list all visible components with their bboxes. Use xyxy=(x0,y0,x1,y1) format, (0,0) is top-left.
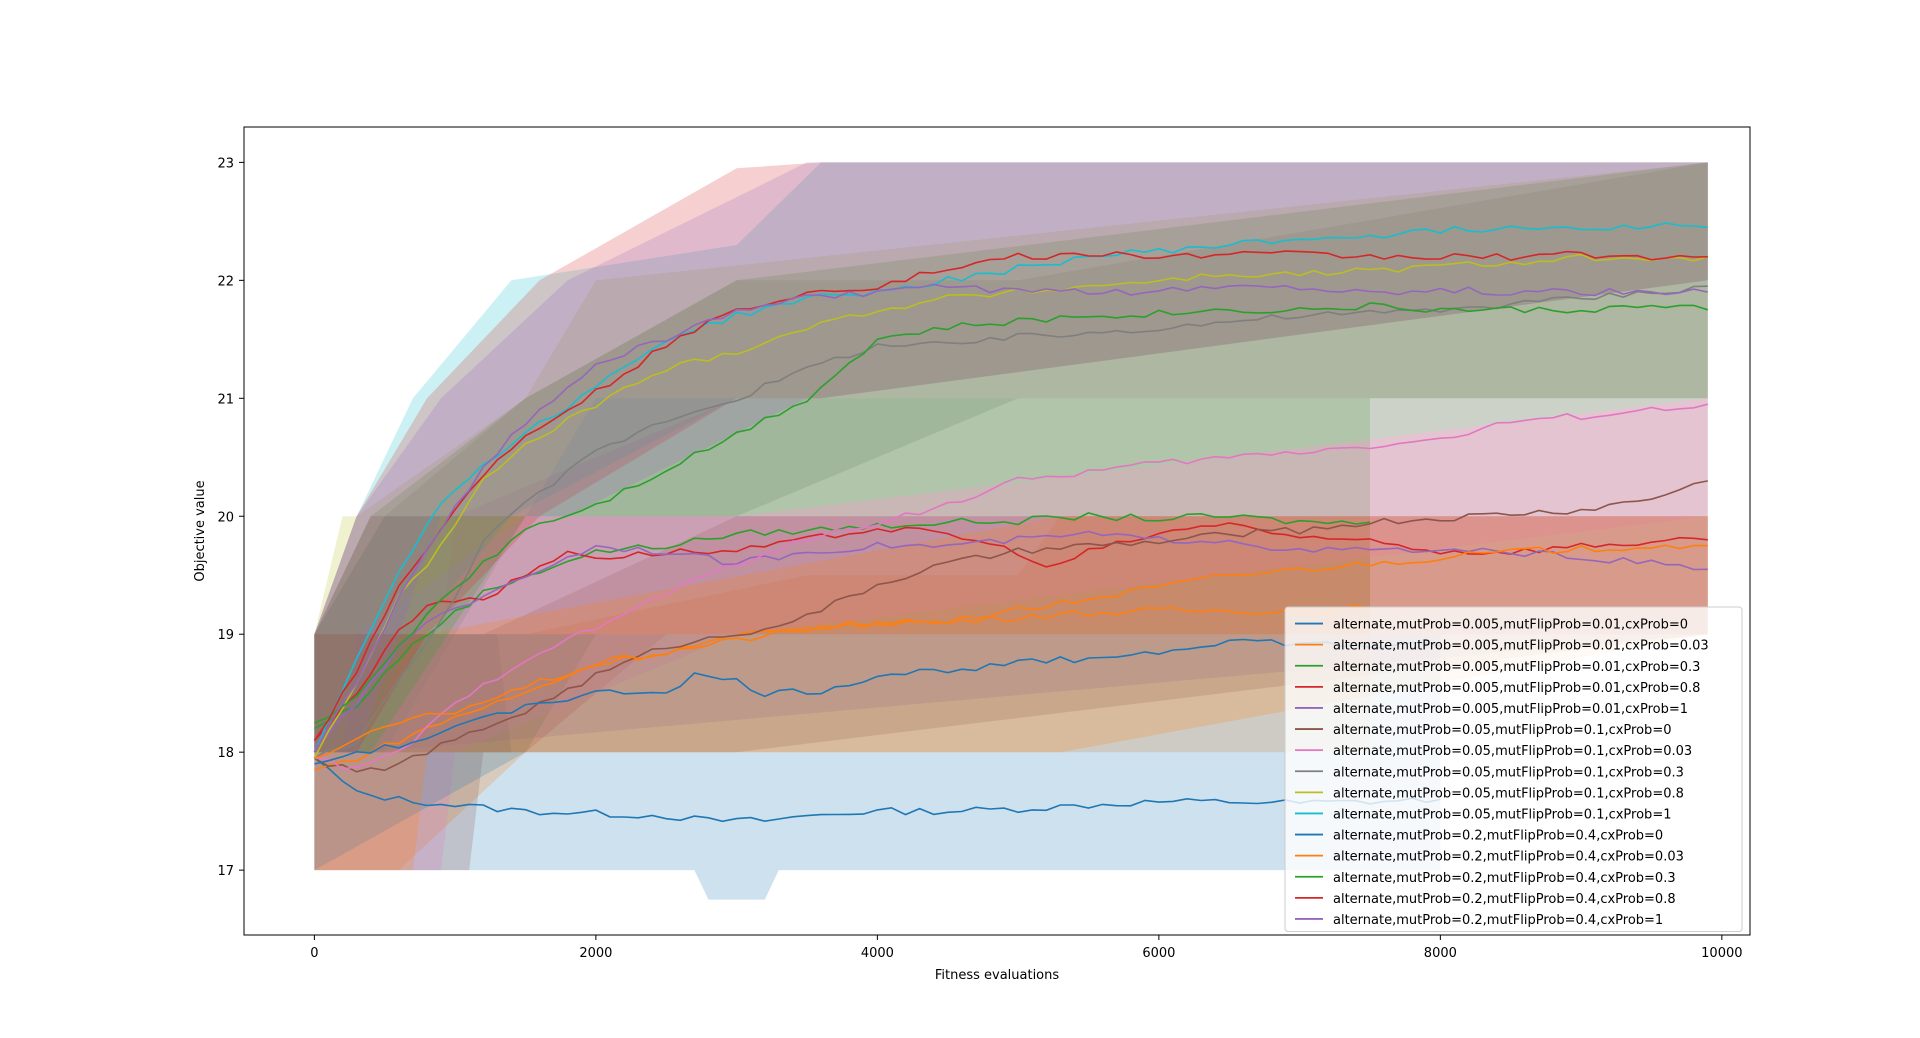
legend-entry-12: alternate,mutProb=0.2,mutFlipProb=0.4,cx… xyxy=(1333,871,1676,886)
y-axis: 17 18 19 20 21 22 23 xyxy=(217,156,244,879)
band-10 xyxy=(314,634,1441,871)
x-tick-label-1: 2000 xyxy=(579,946,612,961)
legend-entry-9: alternate,mutProb=0.05,mutFlipProb=0.1,c… xyxy=(1333,807,1671,822)
legend-entry-5: alternate,mutProb=0.05,mutFlipProb=0.1,c… xyxy=(1333,723,1671,738)
x-axis-label: Fitness evaluations xyxy=(935,968,1060,983)
series-line-5 xyxy=(313,480,1708,773)
legend-entry-2: alternate,mutProb=0.005,mutFlipProb=0.01… xyxy=(1333,660,1700,675)
legend-entry-14: alternate,mutProb=0.2,mutFlipProb=0.4,cx… xyxy=(1333,913,1663,928)
series-line-7 xyxy=(313,285,1708,759)
y-axis-label: Objective value xyxy=(193,480,208,581)
y-tick-label-2: 19 xyxy=(217,628,234,643)
legend-entry-3: alternate,mutProb=0.005,mutFlipProb=0.01… xyxy=(1333,681,1700,696)
y-tick-label-3: 20 xyxy=(217,510,234,525)
series-line-2 xyxy=(314,512,1371,730)
series-line-14 xyxy=(313,283,1708,753)
series-line-4 xyxy=(313,530,1708,747)
y-tick-label-6: 23 xyxy=(217,156,234,171)
band-3 xyxy=(314,516,1708,753)
plot-frame xyxy=(243,126,1751,936)
band-12 xyxy=(314,162,1708,753)
series-line-13 xyxy=(313,250,1708,741)
series-line-8 xyxy=(313,253,1709,759)
band-14 xyxy=(314,162,1708,753)
band-6 xyxy=(314,398,1708,871)
legend-entry-4: alternate,mutProb=0.005,mutFlipProb=0.01… xyxy=(1333,702,1688,717)
band-5 xyxy=(314,398,1708,871)
band-8 xyxy=(314,162,1708,753)
series-line-0 xyxy=(313,757,1441,823)
y-tick-label-5: 22 xyxy=(217,274,234,289)
band-0 xyxy=(314,634,1441,900)
y-tick-label-4: 21 xyxy=(217,392,234,407)
series-line-9 xyxy=(313,222,1708,753)
x-axis: 0 2000 4000 6000 8000 10000 xyxy=(310,935,1743,961)
legend-box xyxy=(1284,606,1743,932)
series-line-11 xyxy=(314,544,1708,759)
legend-entry-7: alternate,mutProb=0.05,mutFlipProb=0.1,c… xyxy=(1333,765,1684,780)
band-1 xyxy=(314,516,1370,871)
series-line-1 xyxy=(314,604,1371,771)
legend-entry-10: alternate,mutProb=0.2,mutFlipProb=0.4,cx… xyxy=(1333,829,1663,844)
series-line-6 xyxy=(314,403,1708,770)
legend-entry-13: alternate,mutProb=0.2,mutFlipProb=0.4,cx… xyxy=(1333,892,1676,907)
legend-entry-8: alternate,mutProb=0.05,mutFlipProb=0.1,c… xyxy=(1333,786,1684,801)
x-tick-label-2: 4000 xyxy=(861,946,894,961)
x-tick-label-4: 8000 xyxy=(1424,946,1457,961)
band-2 xyxy=(314,398,1370,753)
band-7 xyxy=(314,162,1708,753)
band-9 xyxy=(314,162,1708,753)
x-tick-label-3: 6000 xyxy=(1142,946,1175,961)
band-13 xyxy=(314,162,1708,753)
series-line-12 xyxy=(314,302,1709,724)
x-tick-label-5: 10000 xyxy=(1701,946,1742,961)
legend-entry-1: alternate,mutProb=0.005,mutFlipProb=0.01… xyxy=(1333,639,1709,654)
legend-entry-0: alternate,mutProb=0.005,mutFlipProb=0.01… xyxy=(1333,618,1688,633)
legend: alternate,mutProb=0.005,mutFlipProb=0.01… xyxy=(1284,606,1743,932)
band-11 xyxy=(314,516,1708,871)
legend-entry-11: alternate,mutProb=0.2,mutFlipProb=0.4,cx… xyxy=(1333,850,1684,865)
series-lines xyxy=(313,222,1709,823)
x-tick-label-0: 0 xyxy=(310,946,318,961)
y-tick-label-1: 18 xyxy=(217,746,234,761)
legend-entry-6: alternate,mutProb=0.05,mutFlipProb=0.1,c… xyxy=(1333,744,1692,759)
y-tick-label-0: 17 xyxy=(217,864,234,879)
series-line-10 xyxy=(314,638,1441,765)
